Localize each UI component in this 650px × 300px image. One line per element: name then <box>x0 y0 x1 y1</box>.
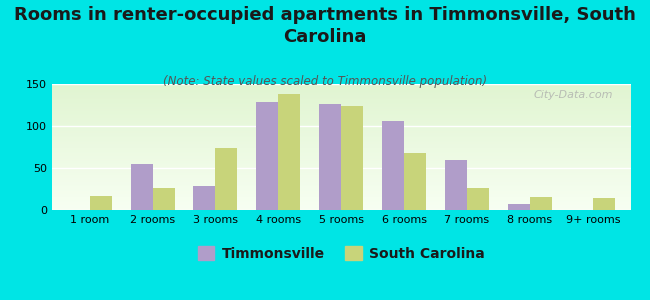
Legend: Timmonsville, South Carolina: Timmonsville, South Carolina <box>192 240 490 266</box>
Bar <box>319 104 341 210</box>
Bar <box>404 153 426 210</box>
Bar <box>530 196 552 210</box>
Bar <box>131 164 153 210</box>
Bar <box>278 94 300 210</box>
Bar <box>382 121 404 210</box>
Bar <box>593 198 615 210</box>
Bar <box>467 188 489 210</box>
Bar <box>508 204 530 210</box>
Text: Rooms in renter-occupied apartments in Timmonsville, South
Carolina: Rooms in renter-occupied apartments in T… <box>14 6 636 46</box>
Bar <box>194 187 216 210</box>
Text: City-Data.com: City-Data.com <box>534 90 613 100</box>
Bar <box>90 196 112 210</box>
Bar <box>256 103 278 210</box>
Bar <box>153 188 175 210</box>
Bar <box>216 148 237 210</box>
Bar <box>341 106 363 210</box>
Text: (Note: State values scaled to Timmonsville population): (Note: State values scaled to Timmonsvil… <box>163 75 487 88</box>
Bar <box>445 160 467 210</box>
